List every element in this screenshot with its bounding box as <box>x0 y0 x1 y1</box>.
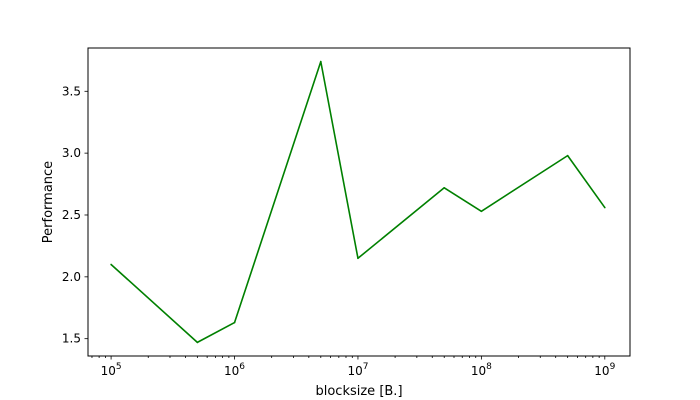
y-tick-label: 3.0 <box>62 146 81 160</box>
plot-frame <box>87 47 631 357</box>
data-point <box>110 263 112 266</box>
y-axis-label: Performance <box>41 161 56 243</box>
data-point <box>566 154 569 157</box>
y-tick-label: 2.0 <box>62 270 81 284</box>
data-point <box>233 321 236 324</box>
data-point <box>443 186 446 189</box>
data-point <box>604 206 606 209</box>
data-point <box>480 210 483 213</box>
y-tick-label: 1.5 <box>62 332 81 346</box>
y-axis-ticks: 1.5 2.0 2.5 3.0 3.5 <box>62 84 88 346</box>
x-tick-label: 106 <box>224 362 245 378</box>
data-point <box>319 60 322 63</box>
x-axis-ticks: 105 106 107 108 109 <box>91 356 616 378</box>
x-tick-label: 108 <box>471 362 492 378</box>
plot-background <box>88 48 630 356</box>
y-tick-label: 3.5 <box>62 84 81 98</box>
x-tick-label: 109 <box>594 362 615 378</box>
data-point <box>357 257 359 260</box>
data-point <box>196 341 199 344</box>
x-tick-label: 105 <box>101 362 122 378</box>
y-tick-label: 2.5 <box>62 208 81 222</box>
x-tick-label: 107 <box>347 362 368 378</box>
series-layer <box>110 60 606 344</box>
x-axis-label: blocksize [B.] <box>315 384 402 399</box>
